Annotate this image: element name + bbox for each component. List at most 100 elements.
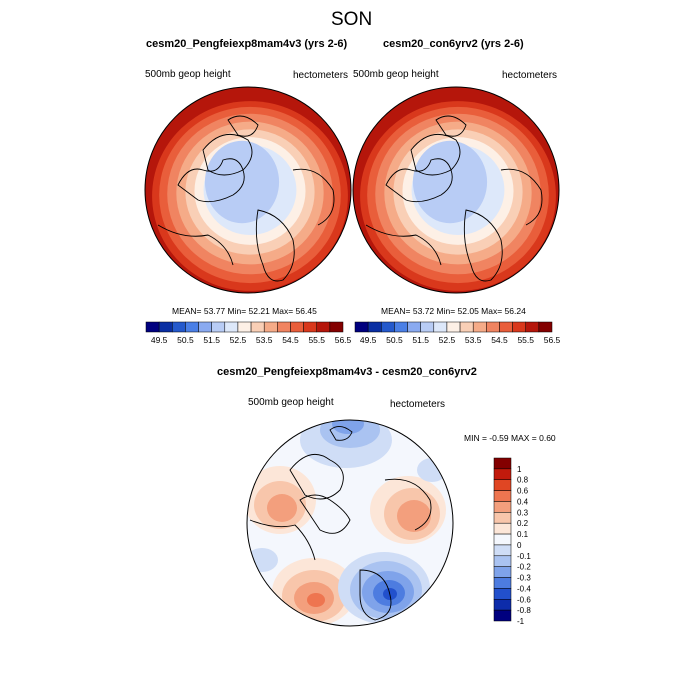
colorbar-swatch <box>250 321 265 333</box>
colorbar-swatch <box>493 533 512 546</box>
coastline <box>202 133 253 176</box>
colorbar-1: 49.5 50.5 51.5 52.5 53.5 54.5 55.5 56.5 <box>145 321 352 345</box>
colorbar-swatch <box>211 321 226 333</box>
colorbar-tick-label: 0.6 <box>517 487 529 496</box>
colorbar-swatch <box>493 457 512 470</box>
colorbar-swatch <box>407 321 421 333</box>
colorbar-swatch <box>525 321 540 333</box>
colorbar-swatch <box>538 321 553 333</box>
colorbar-swatch <box>316 321 331 333</box>
coastline <box>292 168 335 226</box>
panel-1-title: cesm20_Pengfeiexp8mam4v3 (yrs 2-6) <box>146 38 348 50</box>
map-border <box>144 86 352 294</box>
colorbar-swatch <box>303 321 317 333</box>
colorbar-tick-label: 51.5 <box>203 335 220 345</box>
panel-1-stats: MEAN= 53.77 Min= 52.21 Max= 56.45 <box>172 306 317 316</box>
colorbar-swatch <box>185 321 199 333</box>
panel-1-variable: 500mb geop height <box>145 69 231 80</box>
colorbar-swatch <box>493 501 512 513</box>
coastline <box>384 478 432 531</box>
colorbar-swatch <box>290 321 304 333</box>
colorbar-tick-label: 56.5 <box>544 335 561 345</box>
colorbar-tick-label: 54.5 <box>491 335 508 345</box>
colorbar-swatch <box>493 555 512 567</box>
coastline <box>289 453 344 500</box>
polar-vortex <box>204 140 280 224</box>
coastline <box>385 158 453 203</box>
colorbar-tick-label: 0.1 <box>517 530 529 539</box>
colorbar-tick-label: 49.5 <box>360 335 377 345</box>
coastline <box>157 224 234 266</box>
anomaly-contour <box>267 494 297 522</box>
colorbar-swatch <box>493 468 512 480</box>
panel-2-title: cesm20_con6yrv2 (yrs 2-6) <box>383 38 524 50</box>
map-border <box>352 86 560 294</box>
colorbar-tick-label: 53.5 <box>465 335 482 345</box>
colorbar-swatch <box>493 512 512 524</box>
colorbar-swatch <box>499 321 513 333</box>
colorbar-swatch <box>493 522 512 535</box>
colorbar-tick-label: 0 <box>517 541 522 550</box>
colorbar-swatch <box>394 321 408 333</box>
colorbar-swatch <box>224 321 239 333</box>
colorbar-swatch <box>493 588 512 600</box>
colorbar-diff: 1 0.8 0.60.4 0.3 0.2 0.1 0 -0.1 -0.2 -0.3-0.4 -0.6… <box>493 457 531 626</box>
diff-panel-stats: MIN = -0.59 MAX = 0.60 <box>464 433 556 443</box>
panel-2-variable: 500mb geop height <box>353 69 439 80</box>
coastlines <box>249 426 432 621</box>
colorbar-swatch <box>493 490 512 502</box>
colorbar-tick-label: -1 <box>517 617 525 626</box>
coastline <box>359 569 392 621</box>
coastline <box>410 133 461 176</box>
coastline <box>500 168 543 226</box>
colorbar-tick-label: 56.5 <box>335 335 352 345</box>
coastline <box>299 494 351 534</box>
colorbar-tick-label: -0.1 <box>517 552 531 561</box>
colorbar-tick-label: 54.5 <box>282 335 299 345</box>
colorbar-tick-label: 0.3 <box>517 508 529 517</box>
coastlines <box>157 115 335 282</box>
colorbar-swatch <box>493 577 512 589</box>
polar-map-1 <box>144 86 352 294</box>
polar-map-2 <box>352 86 560 294</box>
panel-2-units: hectometers <box>502 70 558 81</box>
colorbar-swatch <box>158 321 173 333</box>
map-border <box>246 419 454 627</box>
coastline <box>227 115 259 137</box>
colorbar-swatch <box>237 321 252 333</box>
colorbar-swatch <box>512 321 526 333</box>
colorbar-tick-label: 50.5 <box>386 335 403 345</box>
colorbar-tick-label: 50.5 <box>177 335 194 345</box>
diff-panel-title: cesm20_Pengfeiexp8mam4v3 - cesm20_con6yr… <box>217 366 477 378</box>
colorbar-tick-label: -0.6 <box>517 595 531 604</box>
colorbar-swatch <box>493 609 512 622</box>
colorbar-swatch <box>329 321 344 333</box>
coastline <box>365 224 442 266</box>
colorbar-swatch <box>172 321 186 333</box>
colorbar-swatch <box>367 321 382 333</box>
colorbar-tick-label: 55.5 <box>517 335 534 345</box>
diff-panel-variable: 500mb geop height <box>248 397 334 408</box>
colorbar-tick-label: 49.5 <box>151 335 168 345</box>
colorbar-swatch <box>145 321 160 333</box>
colorbar-tick-label: -0.3 <box>517 574 531 583</box>
colorbar-swatch <box>446 321 461 333</box>
colorbar-tick-label: 52.5 <box>439 335 456 345</box>
colorbar-swatch <box>459 321 474 333</box>
colorbar-tick-label: 1 <box>517 465 522 474</box>
colorbar-tick-label: -0.4 <box>517 584 531 593</box>
coastline <box>177 158 245 203</box>
colorbar-swatch <box>263 321 278 333</box>
polar-vortex <box>412 140 488 224</box>
anomaly-contour <box>307 593 325 607</box>
coastline <box>329 426 353 441</box>
colorbar-2: 49.5 50.5 51.5 52.5 53.5 54.5 55.5 56.5 <box>354 321 561 345</box>
colorbar-tick-label: 0.8 <box>517 476 529 485</box>
coastline <box>255 209 295 282</box>
colorbar-tick-label: 0.2 <box>517 519 529 528</box>
colorbar-swatch <box>493 599 512 611</box>
colorbar-tick-label: 52.5 <box>230 335 247 345</box>
colorbar-tick-label: 55.5 <box>308 335 325 345</box>
anomaly-contour <box>397 500 431 532</box>
